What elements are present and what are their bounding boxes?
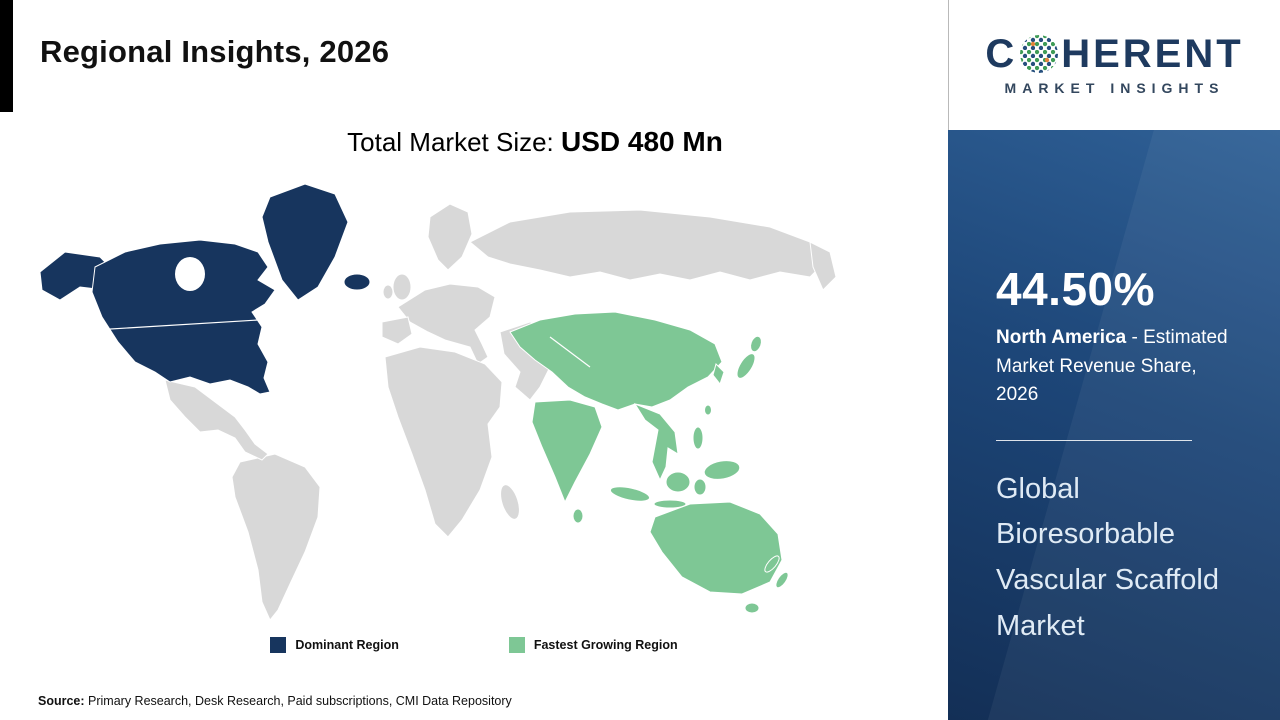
share-desc-text: - Estimated Market Revenue Share, 2026: [996, 327, 1228, 405]
region-asia-pacific: [509, 311, 789, 614]
dotted-globe-icon: [1020, 35, 1059, 73]
map-scandinavia: [427, 203, 473, 271]
map-iberia: [381, 316, 413, 345]
map-sumatra: [609, 486, 651, 502]
map-indochina: [633, 402, 679, 482]
logo-wordmark: C HERENT: [985, 34, 1243, 74]
world-map-svg: [39, 183, 837, 621]
share-value: 44.50%: [996, 263, 1156, 315]
market-name: Global Bioresorbable Vascular Scaffold M…: [996, 472, 1219, 642]
market-size-label: Total Market Size:: [347, 127, 562, 157]
source-text: Primary Research, Desk Research, Paid su…: [84, 694, 512, 708]
map-new-zealand-south: [775, 571, 789, 589]
world-map: [30, 172, 910, 632]
legend-item-dominant: Dominant Region: [270, 637, 399, 653]
brand-logo: C HERENT MARKET INSIGHTS: [948, 0, 1280, 130]
total-market-size: Total Market Size: USD 480 Mn: [100, 126, 970, 158]
map-japan-honshu: [736, 353, 756, 379]
map-south-america: [231, 453, 321, 621]
map-us-canada-border: [93, 319, 259, 331]
map-central-east-asia: [509, 311, 723, 411]
share-description: North America - Estimated Market Revenue…: [996, 324, 1240, 410]
map-japan-hokkaido: [750, 335, 762, 353]
map-mexico-central-america: [164, 379, 269, 461]
map-kamchatka: [809, 241, 837, 291]
map-ireland: [382, 284, 394, 300]
fastest-growing-region-swatch: [508, 637, 525, 653]
region-north-america: [39, 183, 371, 395]
top-left-accent-bar: [0, 0, 13, 112]
map-asia-inner-border: [549, 336, 591, 368]
map-europe: [397, 283, 496, 365]
map-new-guinea: [703, 460, 741, 480]
logo-letter-c: C: [985, 32, 1018, 76]
dominant-region-label: Dominant Region: [295, 638, 399, 652]
map-philippines: [692, 426, 704, 450]
share-region: North America: [996, 327, 1127, 348]
map-india: [531, 399, 603, 504]
logo-tagline: MARKET INSIGHTS: [1004, 80, 1225, 96]
legend-item-fastest-growing: Fastest Growing Region: [508, 637, 678, 653]
right-panel: C HERENT MARKET INSIGHTS 44.50%: [948, 0, 1280, 720]
map-new-zealand-north: [764, 555, 780, 573]
map-korea: [712, 363, 725, 386]
map-tasmania: [744, 602, 760, 614]
source-note: Source: Primary Research, Desk Research,…: [38, 694, 512, 708]
page-title: Regional Insights, 2026: [40, 34, 390, 69]
map-sri-lanka: [572, 508, 584, 524]
map-australia: [649, 501, 783, 595]
map-sulawesi: [693, 478, 707, 496]
map-taiwan: [704, 404, 712, 416]
map-hudson-bay: [175, 257, 205, 291]
map-java: [653, 499, 687, 509]
map-uk: [392, 273, 412, 301]
market-size-value: USD 480 Mn: [561, 126, 723, 157]
map-russia: [469, 209, 826, 281]
stats-panel: 44.50% North America - Estimated Market …: [948, 130, 1280, 720]
fastest-growing-region-label: Fastest Growing Region: [533, 638, 678, 652]
source-label: Source:: [38, 694, 85, 708]
map-legend: Dominant Region Fastest Growing Region: [0, 637, 948, 653]
map-canada-usa: [91, 239, 276, 395]
map-madagascar: [500, 484, 520, 520]
dominant-region-swatch: [270, 637, 287, 653]
map-greenland: [261, 183, 349, 301]
panel-divider: [996, 439, 1192, 441]
map-borneo: [665, 471, 691, 493]
region-rest-of-world: [164, 203, 837, 621]
logo-letters-rest: HERENT: [1061, 32, 1244, 76]
map-africa: [384, 346, 503, 538]
map-iceland: [343, 273, 371, 291]
